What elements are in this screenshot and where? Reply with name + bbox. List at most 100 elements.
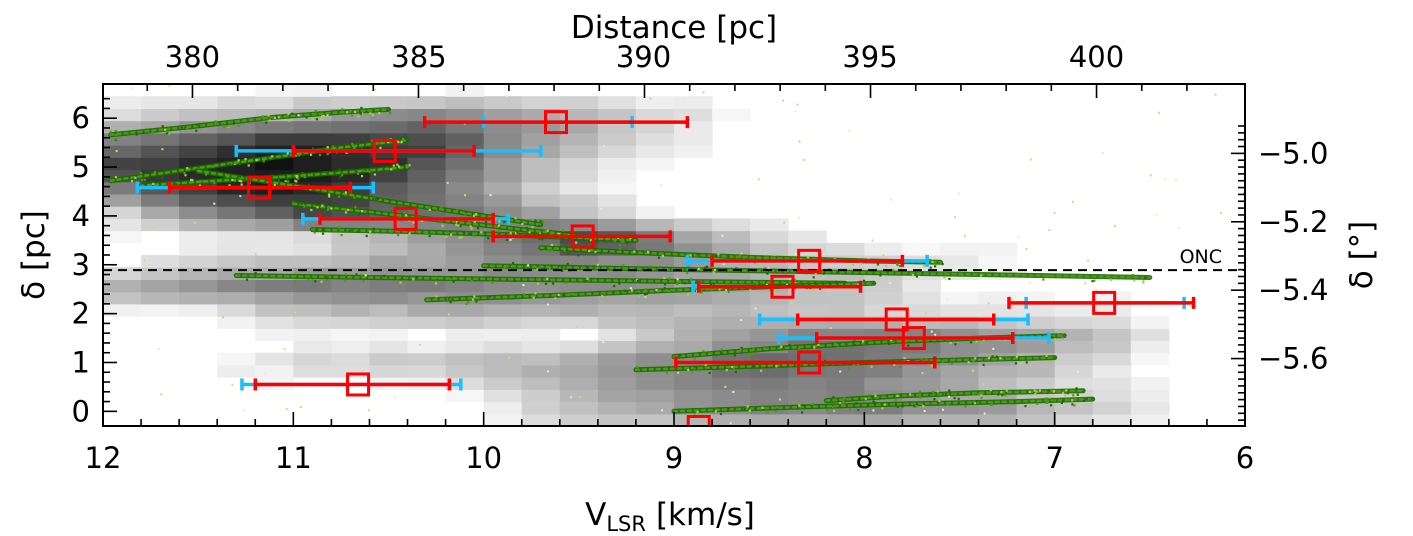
- scatter-dot: [131, 87, 134, 89]
- density-cell: [103, 303, 142, 317]
- green-dot: [997, 393, 1000, 396]
- green-dot: [933, 398, 936, 401]
- green-dot: [408, 232, 411, 235]
- green-dot: [676, 282, 679, 285]
- density-cell: [635, 96, 675, 109]
- scatter-dot: [143, 259, 146, 262]
- green-dot: [1093, 279, 1096, 282]
- green-dot: [980, 274, 983, 277]
- density-cell: [445, 316, 485, 329]
- green-dot: [594, 250, 597, 253]
- density-cell: [712, 328, 751, 342]
- green-dot: [415, 276, 419, 279]
- green-dot: [326, 276, 329, 279]
- scatter-dot: [946, 298, 949, 301]
- density-cell: [331, 352, 371, 366]
- density-cell: [369, 242, 409, 256]
- x-tick-label: 8: [855, 441, 873, 475]
- scatter-dot: [682, 102, 684, 105]
- scatter-dot: [957, 192, 960, 195]
- green-dot: [710, 288, 713, 291]
- green-dot: [903, 357, 906, 360]
- density-cell: [369, 364, 409, 378]
- green-dot: [596, 263, 599, 266]
- density-cell: [521, 389, 561, 403]
- green-dot: [1005, 389, 1008, 392]
- green-dot: [700, 291, 703, 294]
- scatter-dot: [1113, 225, 1116, 228]
- green-dot: [857, 409, 860, 412]
- green-dot: [859, 262, 862, 265]
- scatter-dot: [194, 221, 197, 224]
- density-cell: [255, 328, 294, 342]
- green-dot: [503, 267, 506, 270]
- density-cell: [483, 108, 523, 122]
- density-cell: [521, 169, 561, 183]
- green-dot: [213, 181, 216, 185]
- green-dot: [185, 127, 188, 131]
- density-cell: [559, 169, 599, 183]
- green-dot: [877, 262, 880, 265]
- green-dot: [525, 227, 529, 230]
- green-dot: [534, 219, 537, 222]
- green-dot: [1060, 401, 1063, 404]
- scatter-dot: [157, 348, 160, 351]
- scatter-dot: [702, 91, 705, 94]
- green-dot: [570, 293, 573, 296]
- density-cell: [293, 96, 332, 109]
- density-cell: [902, 377, 942, 390]
- scatter-dot: [1048, 229, 1051, 231]
- density-cell: [331, 328, 371, 342]
- green-dot: [353, 146, 356, 149]
- green-dot: [487, 237, 490, 240]
- green-dot: [693, 412, 696, 415]
- density-cell: [407, 316, 447, 329]
- scatter-dot: [1214, 93, 1217, 96]
- density-cell: [255, 255, 294, 268]
- green-dot: [434, 282, 438, 285]
- density-cell: [1130, 389, 1170, 403]
- green-dot: [457, 224, 460, 227]
- density-cell: [369, 291, 409, 305]
- green-dot: [913, 404, 916, 407]
- green-dot: [231, 178, 234, 181]
- data-point-marker: [884, 307, 909, 332]
- density-cell: [369, 279, 409, 293]
- density-cell: [902, 279, 942, 293]
- green-dot: [314, 280, 317, 283]
- green-dot: [295, 154, 298, 157]
- green-dot: [456, 221, 459, 224]
- density-cell: [103, 108, 142, 122]
- density-cell: [1054, 352, 1094, 366]
- scatter-dot: [575, 326, 578, 329]
- green-dot: [746, 405, 749, 408]
- density-cell: [483, 328, 523, 342]
- density-cell: [255, 218, 294, 232]
- density-cell: [293, 120, 332, 134]
- density-cell: [559, 377, 599, 390]
- scatter-dot: [778, 398, 781, 401]
- green-dot: [271, 174, 274, 177]
- density-cell: [902, 291, 942, 305]
- green-dot: [835, 280, 838, 283]
- green-dot: [1034, 393, 1037, 396]
- green-dot: [327, 208, 330, 211]
- green-dot: [585, 280, 588, 283]
- scatter-dot: [942, 408, 944, 411]
- scatter-dot: [1177, 226, 1180, 229]
- green-dot: [325, 171, 328, 174]
- scatter-dot: [767, 267, 770, 269]
- green-dot: [447, 297, 451, 300]
- scatter-dot: [1242, 192, 1245, 195]
- green-dot: [404, 214, 408, 217]
- green-dot: [817, 343, 820, 346]
- green-dot: [345, 151, 348, 154]
- green-dot: [936, 390, 939, 393]
- green-dot: [896, 263, 899, 267]
- green-dot: [991, 403, 994, 406]
- scatter-dot: [1017, 236, 1020, 239]
- density-cell: [483, 157, 523, 171]
- green-dot: [233, 179, 236, 182]
- green-dot: [613, 239, 616, 242]
- density-cell: [635, 145, 675, 158]
